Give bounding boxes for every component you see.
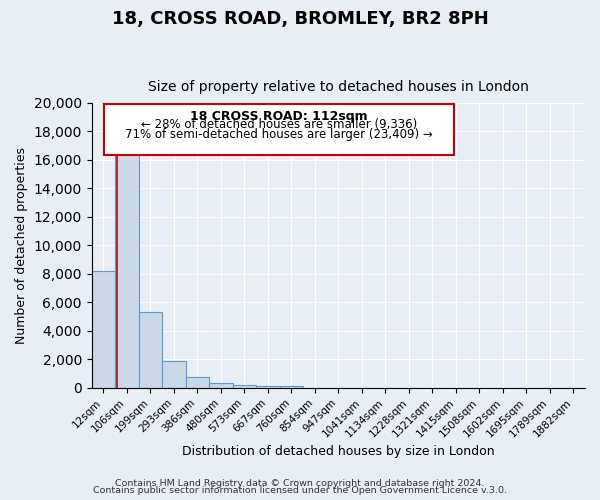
Bar xyxy=(209,384,233,388)
Bar xyxy=(280,386,303,388)
Text: 18, CROSS ROAD, BROMLEY, BR2 8PH: 18, CROSS ROAD, BROMLEY, BR2 8PH xyxy=(112,10,488,28)
FancyBboxPatch shape xyxy=(104,104,454,156)
Y-axis label: Number of detached properties: Number of detached properties xyxy=(15,146,28,344)
Bar xyxy=(92,271,115,388)
Text: 71% of semi-detached houses are larger (23,409) →: 71% of semi-detached houses are larger (… xyxy=(125,128,433,141)
X-axis label: Distribution of detached houses by size in London: Distribution of detached houses by size … xyxy=(182,444,494,458)
Text: ← 28% of detached houses are smaller (9,336): ← 28% of detached houses are smaller (9,… xyxy=(141,118,417,132)
Bar xyxy=(115,151,139,388)
Text: Contains HM Land Registry data © Crown copyright and database right 2024.: Contains HM Land Registry data © Crown c… xyxy=(115,478,485,488)
Bar xyxy=(233,385,256,388)
Title: Size of property relative to detached houses in London: Size of property relative to detached ho… xyxy=(148,80,529,94)
Text: 18 CROSS ROAD: 112sqm: 18 CROSS ROAD: 112sqm xyxy=(190,110,368,122)
Bar xyxy=(139,312,162,388)
Bar xyxy=(185,376,209,388)
Bar xyxy=(162,362,185,388)
Bar xyxy=(256,386,280,388)
Text: Contains public sector information licensed under the Open Government Licence v.: Contains public sector information licen… xyxy=(93,486,507,495)
